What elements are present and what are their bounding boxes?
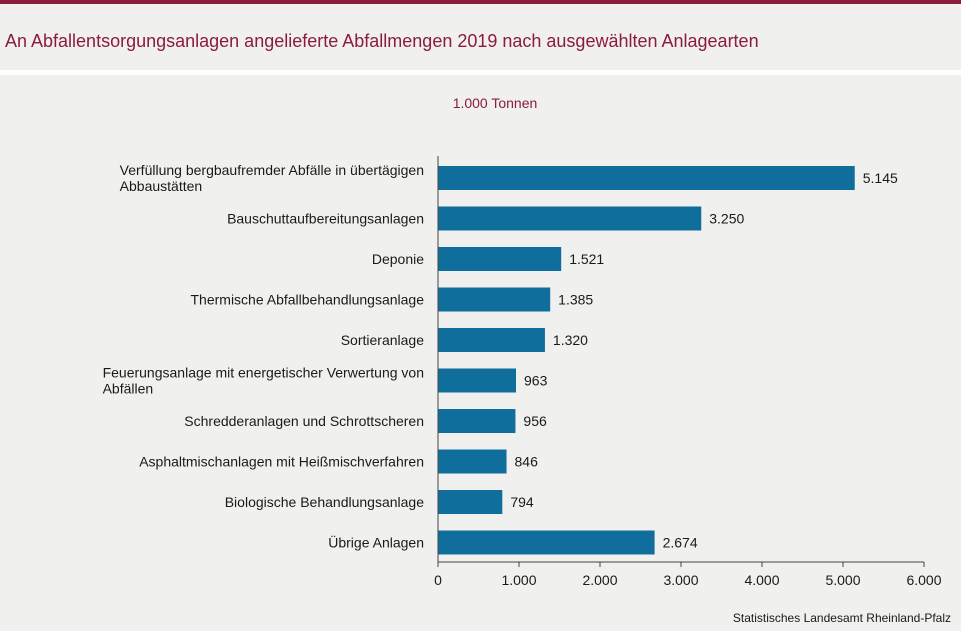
x-tick-label: 4.000 xyxy=(744,572,779,588)
plot-area: 5.145 Verfüllung bergbaufremder Abfälle i… xyxy=(103,156,942,588)
bar-value-label: 3.250 xyxy=(709,211,744,227)
bar-value-label: 846 xyxy=(515,454,539,470)
bar xyxy=(438,287,551,312)
category-label: Deponie xyxy=(372,251,424,267)
bar-value-label: 794 xyxy=(510,494,534,510)
category-label: Thermische Abfallbehandlungsanlage xyxy=(191,292,425,308)
x-tick-label: 0 xyxy=(434,572,442,588)
bar-value-label: 956 xyxy=(523,413,547,429)
header-divider xyxy=(0,70,961,75)
category-label: Feuerungsanlage mit energetischer Verwer… xyxy=(103,365,424,381)
category-label: Biologische Behandlungsanlage xyxy=(225,494,424,510)
bar-value-label: 5.145 xyxy=(863,170,898,186)
category-label: Sortieranlage xyxy=(341,332,424,348)
bar-value-label: 1.320 xyxy=(553,332,588,348)
category-label: Schredderanlagen und Schrottscheren xyxy=(184,413,424,429)
bar-value-label: 2.674 xyxy=(663,535,698,551)
category-label: Verfüllung bergbaufremder Abfälle in übe… xyxy=(120,162,424,178)
category-label: Übrige Anlagen xyxy=(328,534,424,551)
bar xyxy=(438,490,503,514)
top-accent-rule xyxy=(0,0,961,4)
source-note: Statistisches Landesamt Rheinland-Pfalz xyxy=(733,611,951,625)
unit-label: 1.000 Tonnen xyxy=(453,95,538,111)
bar xyxy=(438,449,507,474)
bar xyxy=(438,247,562,271)
x-tick-label: 3.000 xyxy=(663,572,698,588)
category-label: Abbaustätten xyxy=(120,178,203,194)
category-label: Bauschuttaufbereitungsanlagen xyxy=(227,211,424,227)
x-tick-label: 6.000 xyxy=(906,572,941,588)
bar-value-label: 1.385 xyxy=(558,292,593,308)
bar xyxy=(438,328,545,352)
category-label: Asphaltmischanlagen mit Heißmischverfahr… xyxy=(139,454,424,470)
chart-title: An Abfallentsorgungsanlagen angelieferte… xyxy=(5,31,759,51)
bar xyxy=(438,530,655,555)
bar xyxy=(438,166,855,190)
bar-value-label: 1.521 xyxy=(569,251,604,267)
x-tick-label: 5.000 xyxy=(825,572,860,588)
x-tick-label: 1.000 xyxy=(501,572,536,588)
bar xyxy=(438,409,516,433)
category-label: Abfällen xyxy=(103,381,154,397)
bar-value-label: 963 xyxy=(524,373,548,389)
x-tick-label: 2.000 xyxy=(582,572,617,588)
bar xyxy=(438,368,517,393)
bar xyxy=(438,206,702,231)
